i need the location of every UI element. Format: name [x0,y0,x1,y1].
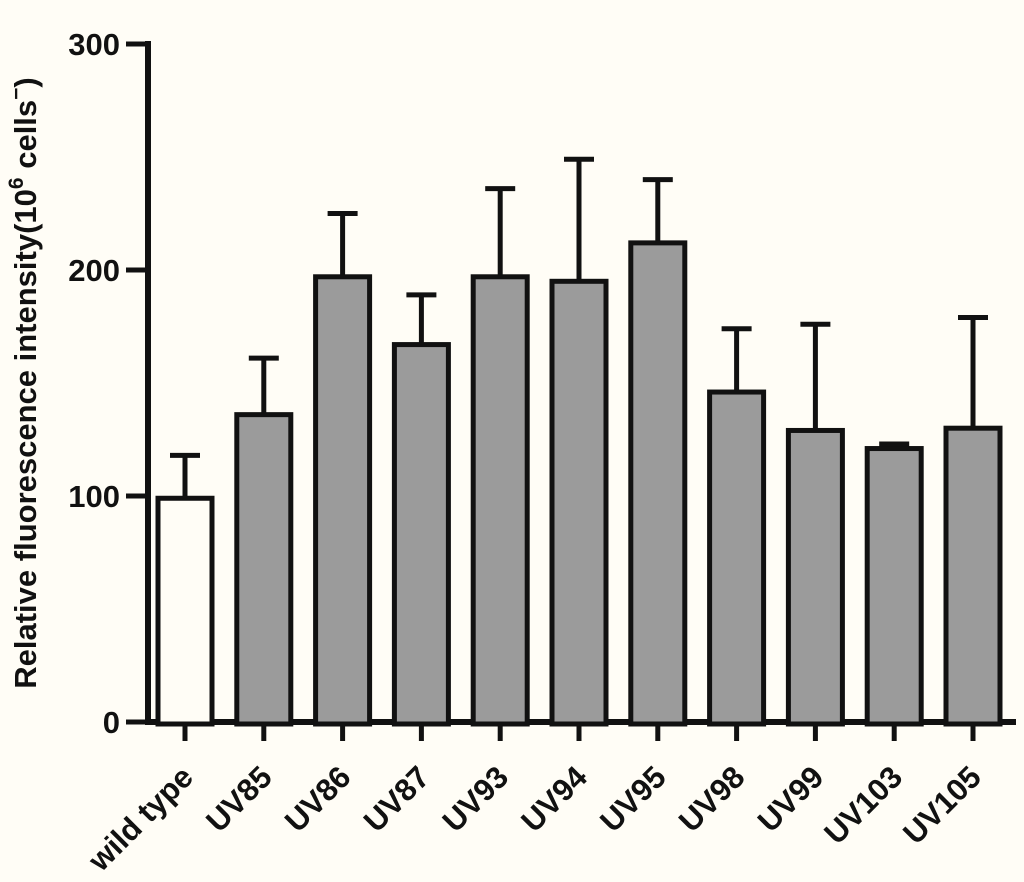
x-category-label: wild type [81,759,200,878]
x-category-label: UV103 [817,759,909,851]
bar-UV99 [785,427,845,727]
y-tick-label: 200 [68,253,120,288]
y-tick-label: 0 [103,705,120,740]
bar-UV86 [313,274,373,727]
x-category-label: UV98 [672,759,752,839]
x-category-label: UV93 [436,759,516,839]
y-tick-label: 300 [68,27,120,62]
y-tick-label: 100 [68,479,120,514]
bar-UV103 [864,446,924,727]
bar-UV105 [943,425,1003,727]
bar-wild-type [155,495,215,727]
bar-UV87 [391,342,451,727]
bar-UV85 [234,412,294,727]
x-category-label: UV85 [199,759,279,839]
x-category-label: UV87 [357,759,437,839]
x-category-label: UV94 [514,759,594,839]
bar-UV93 [470,274,530,727]
bar-UV95 [628,240,688,727]
x-category-label: UV95 [593,759,673,839]
bar-UV94 [549,278,609,727]
y-axis-label: Relative fluorescence intensity(106 cell… [5,77,43,689]
x-category-label: UV105 [896,759,988,851]
x-category-label: UV86 [278,759,358,839]
bar-UV98 [707,389,767,727]
